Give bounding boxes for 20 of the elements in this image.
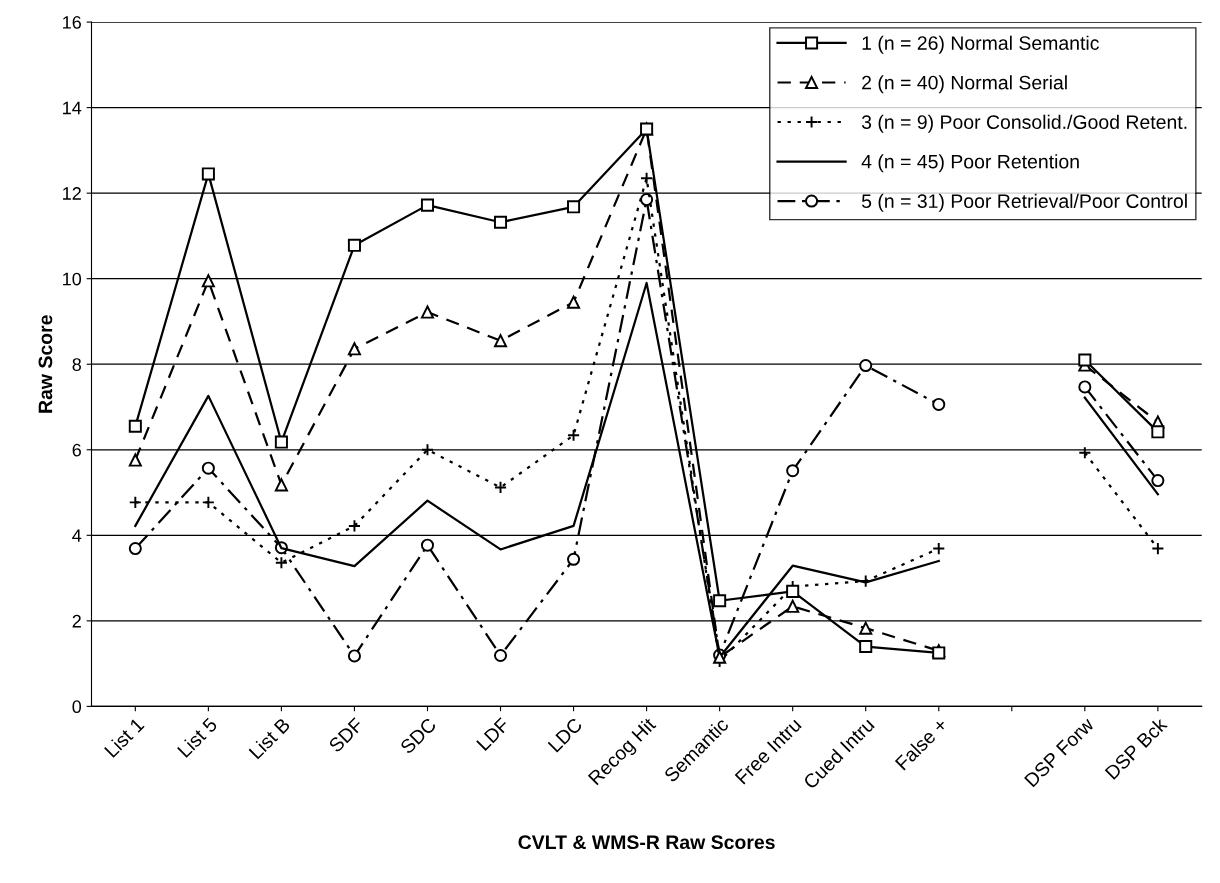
y-tick-label: 12 xyxy=(63,187,81,200)
legend-label: 3 (n = 9) Poor Consolid./Good Retent. xyxy=(861,114,1187,133)
y-tick-label: 10 xyxy=(63,272,82,286)
legend-label: 4 (n = 45) Poor Retention xyxy=(861,154,1079,173)
x-tick-label: Free Intru xyxy=(734,717,802,785)
y-tick-label: 2 xyxy=(72,614,81,628)
x-axis-title: CVLT & WMS-R Raw Scores xyxy=(518,835,775,850)
legend-label: 1 (n = 26) Normal Semantic xyxy=(862,35,1099,54)
y-tick-label: 6 xyxy=(72,443,81,457)
x-tick-label: List 5 xyxy=(176,716,218,758)
y-tick-label: 14 xyxy=(63,101,82,115)
y-tick-label: 4 xyxy=(72,529,82,542)
y-axis-title: Raw Score xyxy=(38,315,53,413)
y-tick-label: 0 xyxy=(72,700,82,714)
x-tick-label: List B xyxy=(248,716,291,760)
x-tick-label: List 1 xyxy=(103,716,145,758)
y-tick-label: 8 xyxy=(72,358,81,371)
y-tick-label: 16 xyxy=(63,16,81,29)
legend-label: 2 (n = 40) Normal Serial xyxy=(862,75,1067,94)
legend-label: 5 (n = 31) Poor Retrieval/Poor Control xyxy=(861,193,1187,212)
